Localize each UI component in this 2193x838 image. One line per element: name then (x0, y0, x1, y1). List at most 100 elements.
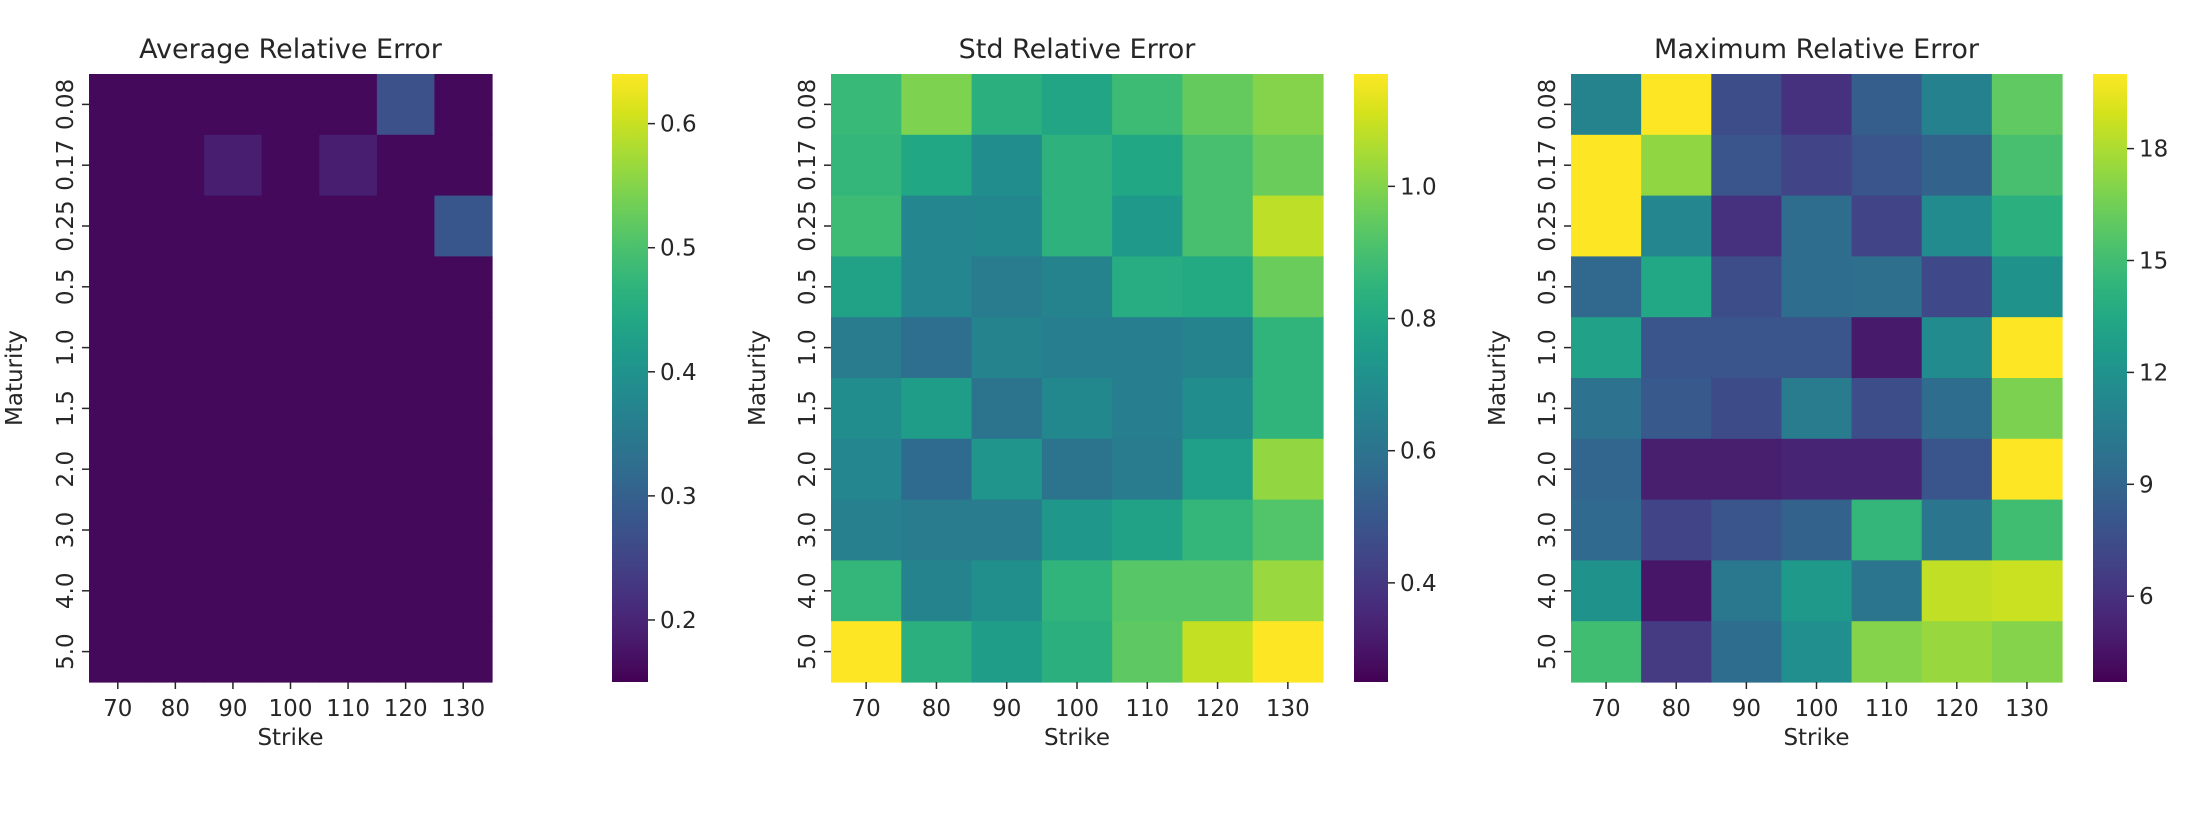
heatmap-cell (1921, 256, 1993, 318)
heatmap-cell (1851, 317, 1923, 379)
x-tick-label: 70 (852, 696, 881, 722)
heatmap-cell (1571, 256, 1642, 318)
heatmap-cell (434, 560, 493, 622)
heatmap-cell (1921, 317, 1993, 379)
heatmap-cell (1112, 256, 1184, 318)
heatmap-cell (1182, 317, 1254, 379)
y-tick-label: 0.08 (1535, 79, 1561, 130)
heatmap-cell (1711, 499, 1783, 561)
heatmap-cell (1041, 256, 1113, 318)
heatmap-cell (319, 256, 378, 318)
heatmap-cell (376, 195, 436, 257)
heatmap-cell (376, 134, 436, 197)
x-tick-label: 80 (922, 696, 951, 722)
heatmap-cell (1252, 134, 1324, 197)
heatmap-cell (1851, 438, 1923, 501)
heatmap-cell (319, 195, 378, 257)
y-tick-label: 0.25 (795, 200, 821, 251)
heatmap-cell (1182, 378, 1254, 440)
heatmap-cell (319, 74, 378, 136)
heatmap-cell (261, 195, 320, 257)
colorbar-tick-label: 0.8 (1400, 307, 1437, 333)
heatmap-cell (1041, 378, 1113, 440)
heatmap-cell (376, 317, 436, 379)
heatmap-cell (831, 438, 902, 501)
y-tick-label: 0.17 (1535, 140, 1561, 191)
y-tick-label: 3.0 (1535, 512, 1561, 549)
heatmap-cell (1851, 621, 1923, 683)
heatmap-cell (434, 438, 493, 501)
colorbar-tick-label: 9 (2139, 472, 2154, 498)
y-tick-label: 1.0 (1535, 329, 1561, 366)
heatmap-cell (1641, 256, 1712, 318)
heatmap-cell (261, 317, 320, 379)
colorbar-tick-label: 0.6 (1400, 439, 1437, 465)
heatmap-cell (1711, 195, 1783, 257)
heatmap-cell (1182, 438, 1254, 501)
heatmap-cell (831, 74, 902, 136)
heatmap-cell (376, 560, 436, 622)
y-tick-label: 0.25 (53, 200, 79, 251)
heatmap-cell (1711, 560, 1783, 622)
y-tick-label: 1.5 (53, 390, 79, 427)
heatmap-cell (434, 621, 493, 683)
heatmap-cell (1991, 499, 2063, 561)
heatmap-cell (261, 438, 320, 501)
heatmap-cell (204, 195, 263, 257)
heatmap-cell (901, 134, 973, 197)
heatmap-cell (1571, 499, 1642, 561)
x-tick-label: 100 (269, 696, 313, 722)
heatmap-cell (1041, 560, 1113, 622)
colorbar (612, 74, 648, 682)
heatmap-cell (1781, 621, 1853, 683)
colorbar (2093, 74, 2127, 682)
heatmap-cell (971, 134, 1043, 197)
colorbar-tick-label: 6 (2139, 584, 2154, 610)
y-tick-label: 4.0 (1535, 573, 1561, 610)
heatmap-cell (261, 74, 320, 136)
y-tick-label: 1.0 (795, 329, 821, 366)
x-tick-label: 70 (1591, 696, 1620, 722)
heatmap-cell (1571, 438, 1642, 501)
chart-title: Maximum Relative Error (1654, 34, 1980, 65)
y-tick-label: 0.17 (53, 140, 79, 191)
heatmap-cell (146, 560, 205, 622)
heatmap-cell (434, 74, 493, 136)
heatmap-cell (204, 621, 263, 683)
heatmap-cell (1781, 378, 1853, 440)
heatmap-cell (971, 560, 1043, 622)
x-tick-label: 130 (1266, 696, 1310, 722)
heatmap-cell (1571, 621, 1642, 683)
heatmap-cell (1112, 317, 1184, 379)
x-tick-label: 120 (384, 696, 428, 722)
x-tick-label: 110 (326, 696, 370, 722)
heatmap-cell (831, 256, 902, 318)
chart-title: Std Relative Error (959, 34, 1197, 65)
heatmap-cell (89, 499, 148, 561)
x-axis-label: Strike (1783, 725, 1849, 751)
y-tick-label: 2.0 (53, 451, 79, 488)
y-tick-label: 0.5 (53, 269, 79, 306)
heatmap-cell (319, 499, 378, 561)
heatmap-cell (376, 438, 436, 501)
heatmap-cell (1112, 378, 1184, 440)
heatmap-cell (1781, 499, 1853, 561)
heatmap-cell (1991, 317, 2063, 379)
heatmap-cell (831, 499, 902, 561)
heatmap-cell (1252, 499, 1324, 561)
heatmap-cell (1991, 438, 2063, 501)
heatmap-cell (1851, 256, 1923, 318)
heatmap-cell (319, 134, 378, 197)
heatmap-cell (831, 378, 902, 440)
heatmap-cell (261, 621, 320, 683)
heatmap-cell (1781, 134, 1853, 197)
heatmap-cell (1182, 621, 1254, 683)
y-tick-label: 4.0 (53, 573, 79, 610)
x-tick-label: 90 (1732, 696, 1761, 722)
heatmap-cell (1921, 438, 1993, 501)
colorbar (1354, 74, 1388, 682)
colorbar-tick-label: 0.6 (660, 112, 697, 138)
heatmap-cell (831, 560, 902, 622)
colorbar-tick-label: 15 (2139, 249, 2168, 275)
heatmap-cell (319, 317, 378, 379)
